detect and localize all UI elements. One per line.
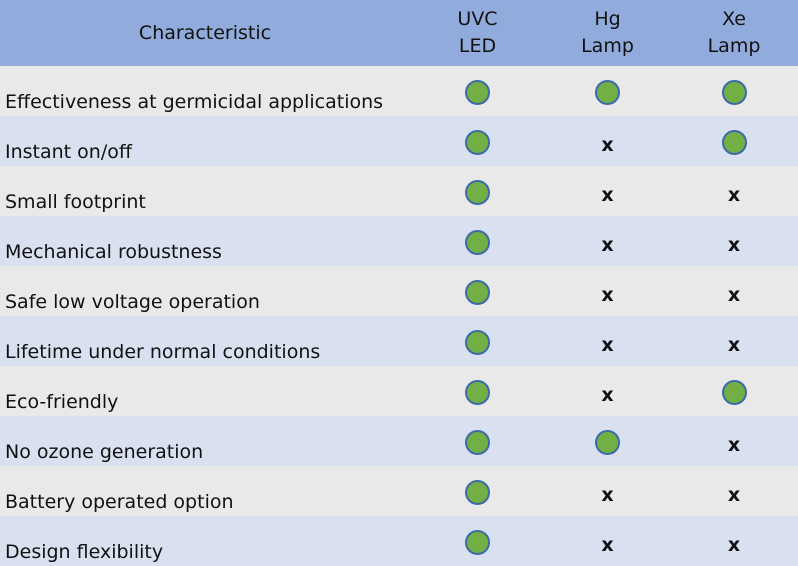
header-hg-line1: Hg xyxy=(594,8,621,30)
table-header: Characteristic UVC LED Hg Lamp Xe Lamp xyxy=(0,0,798,66)
green-circle-icon xyxy=(465,530,490,555)
cell-xe: x xyxy=(670,216,798,266)
cell-uvc xyxy=(410,66,545,116)
x-mark-icon: x xyxy=(727,484,741,506)
cell-xe: x xyxy=(670,416,798,466)
cell-xe xyxy=(670,366,798,416)
header-uvc-line1: UVC xyxy=(457,8,498,30)
green-circle-icon xyxy=(465,130,490,155)
table-row: Safe low voltage operation x x xyxy=(0,266,798,316)
green-circle-icon xyxy=(465,480,490,505)
cell-hg: x xyxy=(545,216,670,266)
x-mark-icon: x xyxy=(601,334,614,356)
cell-xe: x xyxy=(670,516,798,566)
cell-uvc xyxy=(410,466,545,516)
green-circle-icon xyxy=(595,80,620,105)
cell-uvc xyxy=(410,416,545,466)
row-label: Instant on/off xyxy=(5,141,132,163)
row-label: Design flexibility xyxy=(5,541,164,563)
green-circle-icon xyxy=(465,380,490,405)
green-circle-icon xyxy=(721,130,747,155)
cell-uvc xyxy=(410,516,545,566)
x-mark-icon: x xyxy=(601,284,614,306)
cell-uvc xyxy=(410,316,545,366)
table-row: Small footprint x x xyxy=(0,166,798,216)
cell-xe: x xyxy=(670,166,798,216)
x-mark-icon: x xyxy=(601,134,614,156)
table-row: Lifetime under normal conditions x x xyxy=(0,316,798,366)
x-mark-icon: x xyxy=(727,434,741,456)
x-mark-icon: x xyxy=(601,384,614,406)
table-row: Mechanical robustness x x xyxy=(0,216,798,266)
header-hg-line2: Lamp xyxy=(581,35,634,57)
cell-xe: x xyxy=(670,316,798,366)
row-label: Small footprint xyxy=(5,191,146,213)
cell-xe xyxy=(670,116,798,166)
green-circle-icon xyxy=(465,430,490,455)
row-label: Mechanical robustness xyxy=(5,241,222,263)
header-hg-lamp: Hg Lamp xyxy=(545,6,670,60)
header-xe-line1: Xe xyxy=(722,8,746,30)
cell-hg: x xyxy=(545,466,670,516)
row-label: No ozone generation xyxy=(5,441,204,463)
x-mark-icon: x xyxy=(727,184,741,206)
green-circle-icon xyxy=(595,430,620,455)
x-mark-icon: x xyxy=(601,234,614,256)
row-label: Lifetime under normal conditions xyxy=(5,341,321,363)
x-mark-icon: x xyxy=(601,534,614,556)
cell-xe: x xyxy=(670,266,798,316)
table-row: Design flexibility x x xyxy=(0,516,798,566)
header-uvc-line2: LED xyxy=(458,35,497,57)
x-mark-icon: x xyxy=(727,234,741,256)
header-xe-lamp: Xe Lamp xyxy=(670,6,798,60)
green-circle-icon xyxy=(465,330,490,355)
header-uvc-led: UVC LED xyxy=(410,6,545,60)
row-label: Battery operated option xyxy=(5,491,234,513)
cell-hg: x xyxy=(545,516,670,566)
green-circle-icon xyxy=(465,180,490,205)
cell-hg: x xyxy=(545,166,670,216)
cell-uvc xyxy=(410,266,545,316)
cell-xe xyxy=(670,66,798,116)
x-mark-icon: x xyxy=(727,334,741,356)
row-label: Safe low voltage operation xyxy=(5,291,260,313)
x-mark-icon: x xyxy=(601,184,614,206)
green-circle-icon xyxy=(721,80,747,105)
green-circle-icon xyxy=(465,230,490,255)
row-label: Eco-friendly xyxy=(5,391,119,413)
x-mark-icon: x xyxy=(727,534,741,556)
x-mark-icon: x xyxy=(727,284,741,306)
cell-hg xyxy=(545,66,670,116)
table-row: Effectiveness at germicidal applications xyxy=(0,66,798,116)
green-circle-icon xyxy=(465,280,490,305)
cell-hg: x xyxy=(545,266,670,316)
green-circle-icon xyxy=(465,80,490,105)
cell-hg xyxy=(545,416,670,466)
table-row: Eco-friendly x xyxy=(0,366,798,416)
header-xe-line2: Lamp xyxy=(707,35,761,57)
cell-hg: x xyxy=(545,116,670,166)
table-row: No ozone generation x xyxy=(0,416,798,466)
cell-xe: x xyxy=(670,466,798,516)
cell-uvc xyxy=(410,116,545,166)
table-body: Effectiveness at germicidal applications… xyxy=(0,66,798,566)
row-label: Effectiveness at germicidal applications xyxy=(5,91,384,113)
cell-hg: x xyxy=(545,316,670,366)
cell-uvc xyxy=(410,216,545,266)
green-circle-icon xyxy=(721,380,747,405)
cell-uvc xyxy=(410,366,545,416)
header-characteristic: Characteristic xyxy=(138,22,272,44)
cell-hg: x xyxy=(545,366,670,416)
cell-uvc xyxy=(410,166,545,216)
table-row: Instant on/off x xyxy=(0,116,798,166)
table-row: Battery operated option x x xyxy=(0,466,798,516)
x-mark-icon: x xyxy=(601,484,614,506)
